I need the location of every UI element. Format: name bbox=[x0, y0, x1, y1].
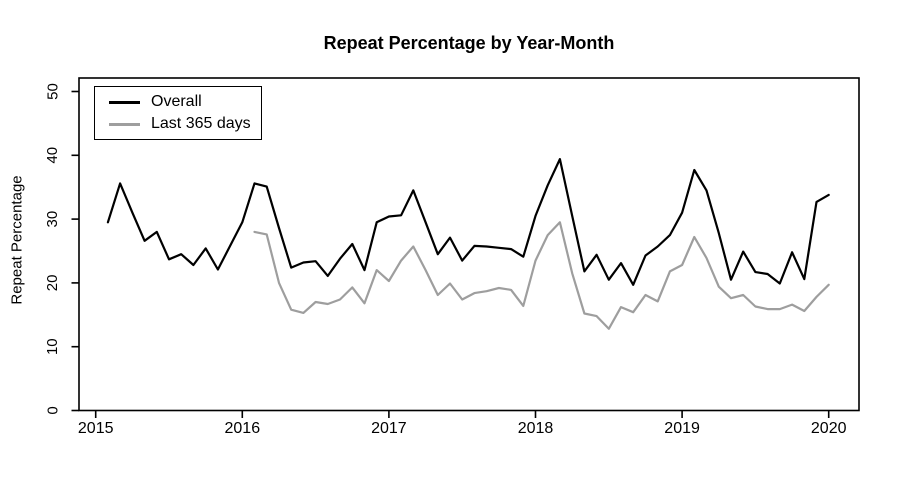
plot-border bbox=[78, 77, 860, 412]
overall-series-line bbox=[106, 158, 830, 286]
y-tick-label: 40 bbox=[44, 147, 61, 164]
legend-item-overall: Overall bbox=[95, 93, 261, 111]
y-tick-label: 10 bbox=[44, 338, 61, 355]
legend-label-overall: Overall bbox=[151, 93, 202, 110]
x-tick-label: 2016 bbox=[225, 420, 261, 437]
overall-line-swatch bbox=[109, 100, 140, 104]
y-tick-label: 0 bbox=[44, 406, 61, 414]
legend-label-last365: Last 365 days bbox=[151, 115, 251, 132]
x-tick-label: 2018 bbox=[518, 420, 554, 437]
x-tick-label: 2020 bbox=[811, 420, 847, 437]
last365-series-line bbox=[253, 221, 830, 330]
y-tick-label: 30 bbox=[44, 211, 61, 228]
y-tick-label: 50 bbox=[44, 83, 61, 100]
last365-line-swatch bbox=[109, 122, 140, 126]
chart-title: Repeat Percentage by Year-Month bbox=[323, 33, 615, 53]
legend: Overall Last 365 days bbox=[94, 86, 262, 140]
y-tick-label: 20 bbox=[44, 275, 61, 292]
legend-item-last365: Last 365 days bbox=[95, 115, 261, 133]
x-tick-label: 2019 bbox=[664, 420, 700, 437]
x-tick-label: 2015 bbox=[78, 420, 114, 437]
x-tick-label: 2017 bbox=[371, 420, 407, 437]
